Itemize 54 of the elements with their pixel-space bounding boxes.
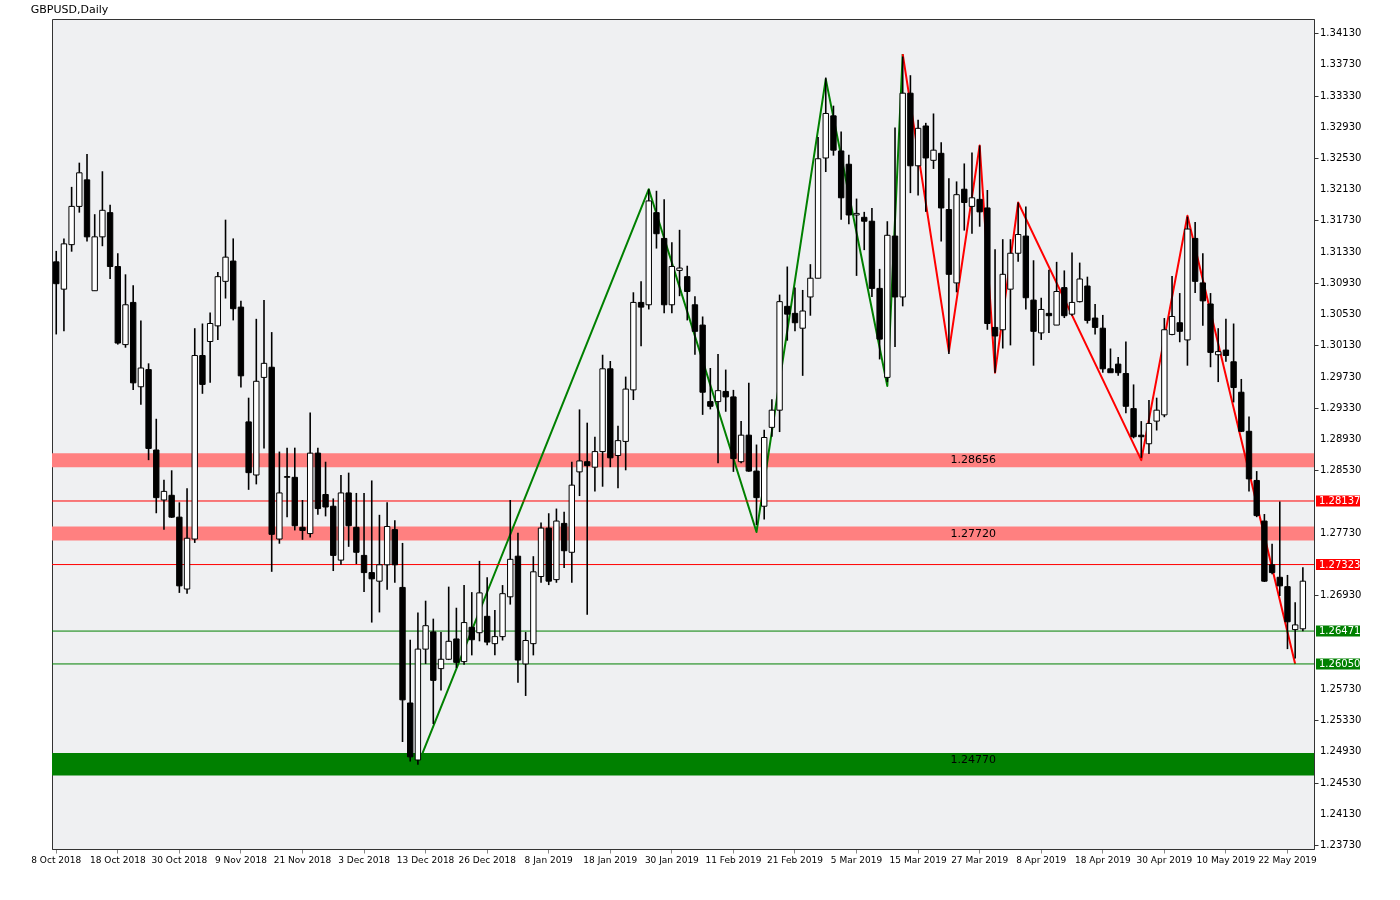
- x-tick-label: 30 Apr 2019: [1136, 854, 1193, 865]
- y-tick-label: 1.30930: [1320, 276, 1362, 288]
- y-tick-label: 1.30130: [1320, 339, 1362, 351]
- y-tick-label: 1.24530: [1320, 776, 1362, 788]
- y-tick-label: 1.28930: [1320, 433, 1362, 445]
- x-tick-label: 18 Oct 2018: [89, 854, 146, 865]
- y-tick-label: 1.33330: [1320, 89, 1362, 101]
- x-tick-label: 22 May 2019: [1258, 854, 1318, 865]
- y-tick-label: 1.26930: [1320, 589, 1362, 601]
- y-tick-label: 1.31730: [1320, 214, 1362, 226]
- band-label: 1.27720: [950, 526, 997, 540]
- band-label: 1.24770: [950, 752, 997, 766]
- x-tick-label: 8 Jan 2019: [524, 854, 574, 865]
- y-tick-label: 1.29730: [1320, 370, 1362, 382]
- y-tick-label: 1.27730: [1320, 526, 1362, 538]
- y-tick-label: 1.29330: [1320, 401, 1362, 413]
- x-tick-label: 8 Apr 2019: [1016, 854, 1067, 865]
- x-tick-label: 10 May 2019: [1196, 854, 1256, 865]
- x-tick-label: 13 Dec 2018: [396, 854, 455, 865]
- x-tick-label: 5 Mar 2019: [830, 854, 883, 865]
- x-tick-label: 30 Oct 2018: [151, 854, 208, 865]
- y-tick-label: 1.31330: [1320, 245, 1362, 257]
- y-tick-label: 1.23730: [1320, 839, 1362, 851]
- candlestick: [684, 264, 691, 322]
- y-tick-label: 1.24130: [1320, 807, 1362, 819]
- x-tick-label: 21 Feb 2019: [766, 854, 824, 865]
- chart-title: GBPUSD,Daily: [30, 3, 109, 16]
- x-tick-label: 30 Jan 2019: [644, 854, 700, 865]
- y-tick-label: 1.28530: [1320, 464, 1362, 476]
- y-tick-label: 1.25730: [1320, 682, 1362, 694]
- y-tick-label: 1.32130: [1320, 183, 1362, 195]
- x-tick-label: 3 Dec 2018: [338, 854, 391, 865]
- y-tick-label: 1.34130: [1320, 27, 1362, 39]
- x-tick-label: 8 Oct 2018: [31, 854, 82, 865]
- ref-line-label: 1.27323: [1319, 558, 1361, 570]
- x-tick-label: 9 Nov 2018: [214, 854, 268, 865]
- band-label: 1.28656: [950, 453, 997, 467]
- x-tick-label: 18 Jan 2019: [583, 854, 638, 865]
- x-tick-label: 11 Feb 2019: [705, 854, 762, 865]
- x-tick-label: 27 Mar 2019: [951, 854, 1009, 865]
- y-tick-label: 1.30530: [1320, 308, 1362, 320]
- ref-line-label: 1.26050: [1319, 657, 1361, 669]
- x-tick-label: 21 Nov 2018: [273, 854, 332, 865]
- candlestick: [1199, 252, 1207, 327]
- y-tick-label: 1.25330: [1320, 714, 1362, 726]
- y-tick-label: 1.24930: [1320, 745, 1362, 757]
- ref-line-label: 1.26471: [1319, 625, 1361, 637]
- x-tick-label: 15 Mar 2019: [889, 854, 947, 865]
- x-tick-label: 18 Apr 2019: [1074, 854, 1131, 865]
- ref-line-label: 1.28137: [1319, 494, 1361, 506]
- y-tick-label: 1.33730: [1320, 58, 1362, 70]
- y-tick-label: 1.32930: [1320, 120, 1362, 132]
- x-tick-label: 26 Dec 2018: [458, 854, 517, 865]
- y-tick-label: 1.32530: [1320, 151, 1362, 163]
